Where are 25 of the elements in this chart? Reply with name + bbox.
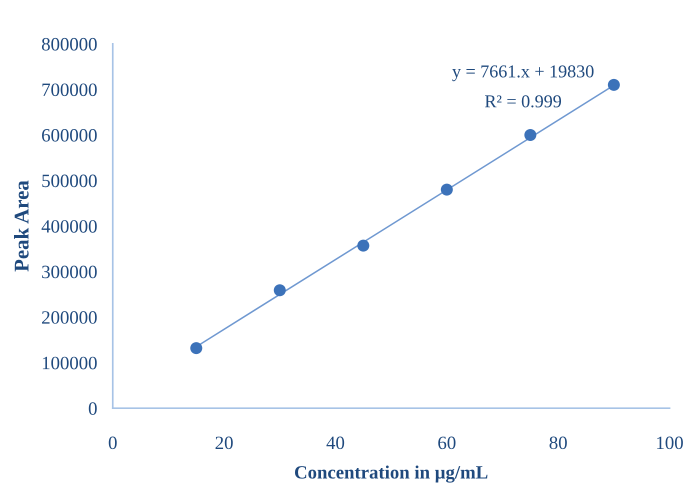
y-tick-label: 600000 <box>42 128 97 142</box>
y-tick-label: 200000 <box>42 311 97 324</box>
y-axis-title: Peak Area <box>14 180 29 272</box>
annotation: y = 7661.x + 19830 <box>452 65 594 82</box>
x-tick-label: 20 <box>216 436 233 450</box>
x-tick-label: 40 <box>326 436 344 450</box>
point <box>190 342 202 354</box>
point <box>524 128 536 141</box>
y-tick-label: 800000 <box>42 38 97 51</box>
point <box>440 184 453 196</box>
x-tick-label: 60 <box>438 436 456 450</box>
y-tick-label: 300000 <box>42 266 97 278</box>
y-tick-label: 500000 <box>42 174 97 188</box>
point <box>274 284 286 296</box>
x-axis-title: Concentration in µg/mL <box>295 465 488 483</box>
point <box>608 78 620 91</box>
x-tick-label: 100 <box>657 436 683 450</box>
y-tick-label: 700000 <box>42 83 97 96</box>
annotation: R² = 0.999 <box>484 95 562 108</box>
y-tick-label: 100000 <box>42 356 97 370</box>
y-tick-label: 0 <box>88 402 97 415</box>
x-tick-label: 0 <box>108 436 117 450</box>
point <box>357 240 370 252</box>
y-tick-label: 400000 <box>42 220 97 233</box>
x-tick-label: 80 <box>550 436 567 450</box>
